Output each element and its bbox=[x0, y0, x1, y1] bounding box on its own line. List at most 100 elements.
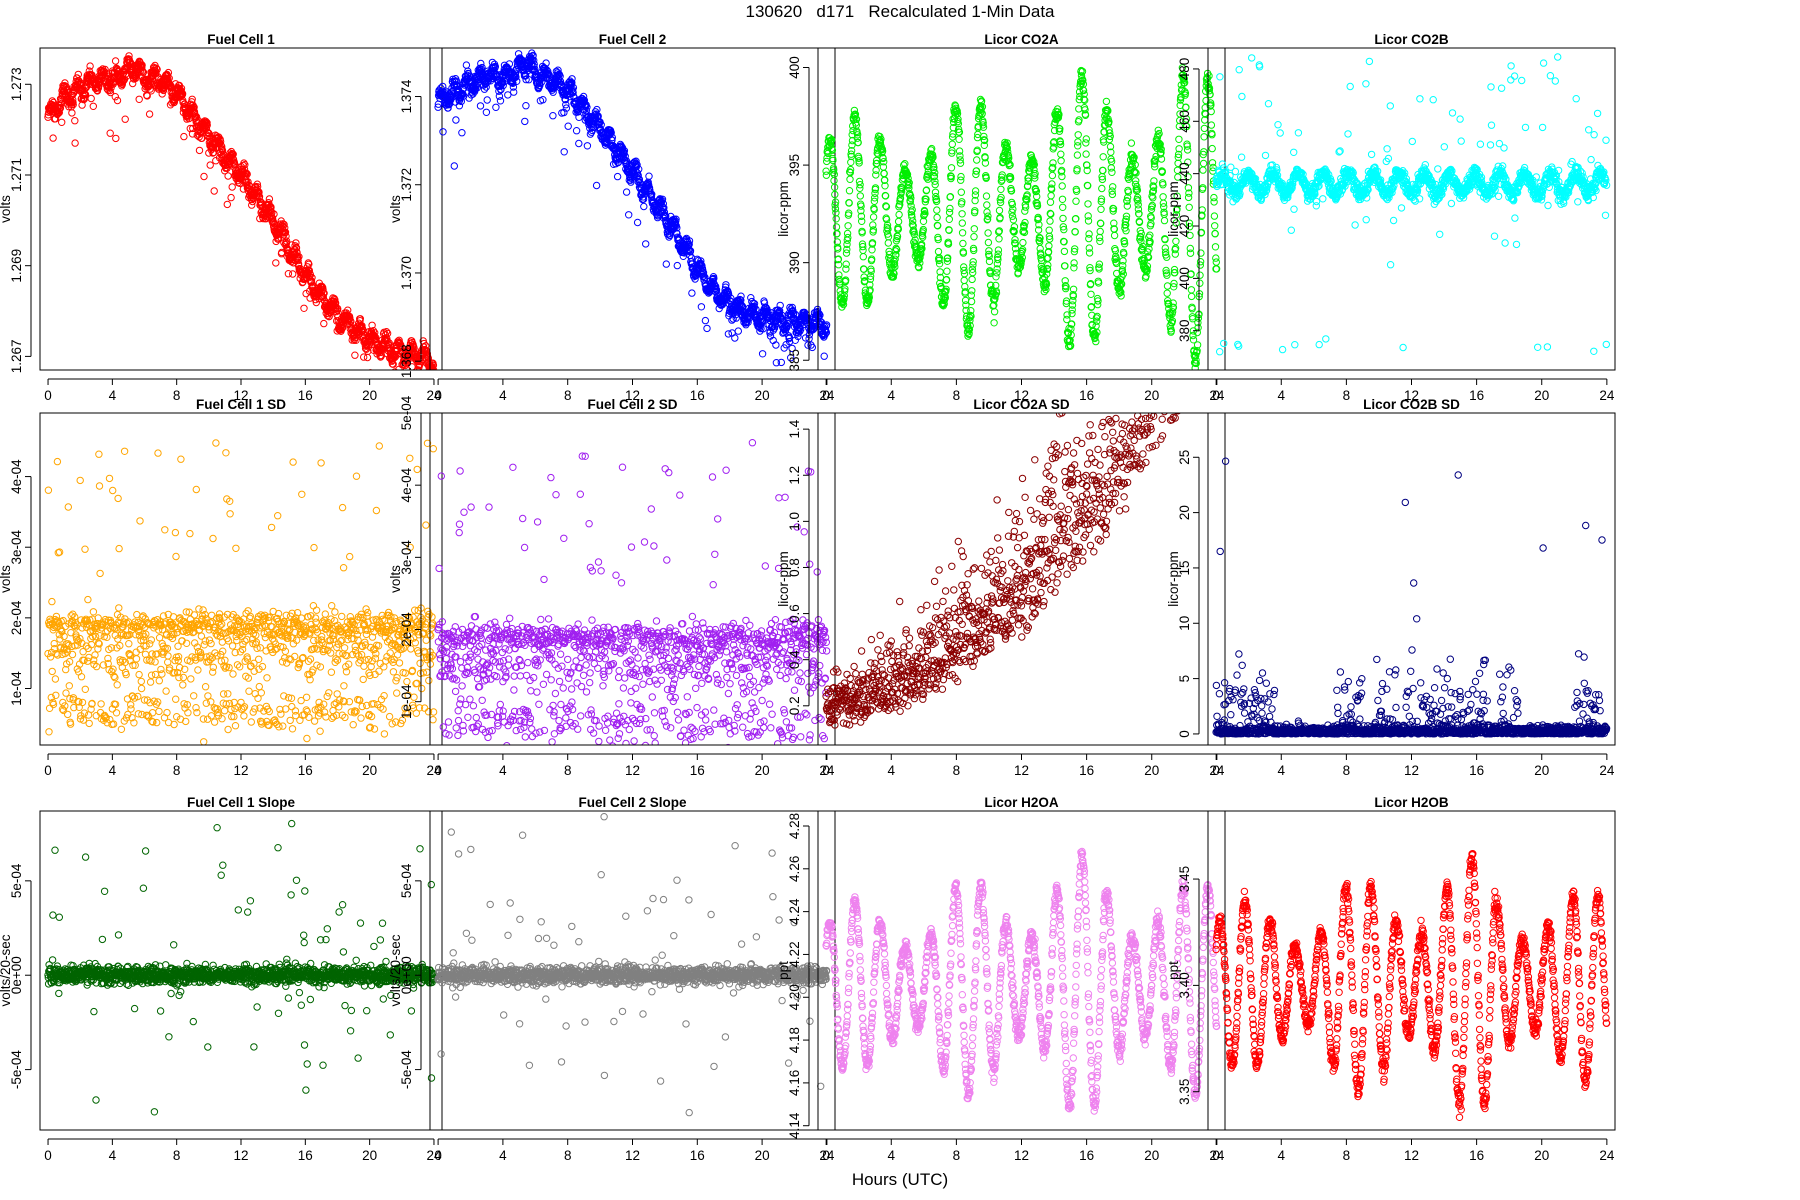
data-point bbox=[569, 88, 577, 97]
data-point bbox=[841, 285, 849, 293]
data-point bbox=[49, 134, 57, 142]
x-tick-label: 24 bbox=[426, 388, 442, 403]
data-point bbox=[331, 296, 339, 304]
data-point bbox=[530, 60, 538, 68]
data-point bbox=[831, 198, 840, 206]
data-point bbox=[846, 175, 854, 184]
data-point bbox=[1315, 340, 1323, 349]
data-point bbox=[1070, 259, 1078, 267]
x-tick-label: 16 bbox=[1079, 388, 1094, 403]
data-point bbox=[997, 185, 1005, 194]
data-point bbox=[1237, 153, 1246, 161]
data-point bbox=[1200, 124, 1209, 133]
data-point bbox=[356, 315, 364, 323]
data-point bbox=[80, 95, 88, 104]
data-point bbox=[995, 206, 1004, 215]
data-point bbox=[1097, 219, 1105, 228]
data-point bbox=[859, 246, 867, 255]
data-point bbox=[269, 218, 278, 227]
data-point bbox=[880, 169, 888, 178]
data-point bbox=[78, 101, 86, 109]
data-point bbox=[145, 110, 154, 118]
data-point bbox=[1084, 217, 1093, 225]
data-point bbox=[319, 286, 327, 294]
data-point bbox=[734, 327, 742, 335]
data-point bbox=[255, 188, 263, 196]
data-point bbox=[754, 323, 763, 331]
data-point bbox=[1127, 139, 1136, 147]
data-point bbox=[658, 195, 667, 204]
data-point bbox=[934, 222, 942, 230]
data-point bbox=[881, 192, 890, 200]
data-point bbox=[752, 305, 760, 313]
data-point bbox=[1216, 348, 1224, 356]
data-point bbox=[272, 259, 280, 267]
data-point bbox=[1248, 54, 1256, 62]
data-point bbox=[698, 261, 706, 270]
y-tick-label: 1.368 bbox=[399, 344, 414, 378]
data-point bbox=[844, 222, 852, 230]
data-point bbox=[1096, 237, 1104, 246]
data-point bbox=[159, 86, 168, 95]
data-point bbox=[1019, 238, 1027, 247]
data-point bbox=[398, 390, 404, 396]
data-point bbox=[1046, 198, 1055, 206]
data-point bbox=[87, 94, 95, 103]
data-point bbox=[830, 166, 838, 174]
data-point bbox=[521, 117, 529, 126]
data-point bbox=[1082, 135, 1091, 143]
y-tick-label: 1.267 bbox=[9, 339, 24, 373]
data-point bbox=[69, 100, 77, 109]
data-point bbox=[1346, 82, 1354, 91]
data-point bbox=[1082, 150, 1090, 158]
x-tick-label: 0 bbox=[44, 388, 52, 403]
data-point bbox=[1290, 205, 1298, 213]
y-axis-label: volts bbox=[388, 195, 403, 223]
data-point bbox=[688, 289, 696, 297]
data-point bbox=[522, 75, 530, 84]
data-point bbox=[829, 156, 837, 165]
data-point bbox=[1045, 226, 1053, 234]
data-point bbox=[1084, 200, 1092, 208]
data-point bbox=[203, 119, 211, 127]
data-point bbox=[491, 62, 499, 71]
y-tick-label: 1.372 bbox=[399, 168, 414, 202]
y-tick-label: 1.374 bbox=[399, 79, 414, 113]
data-point bbox=[983, 201, 991, 209]
data-point bbox=[89, 102, 98, 111]
data-point bbox=[531, 65, 539, 74]
data-point bbox=[1235, 66, 1243, 74]
data-point bbox=[146, 85, 154, 93]
data-point bbox=[832, 215, 840, 223]
data-point bbox=[1367, 150, 1376, 159]
data-point bbox=[564, 122, 572, 130]
data-point bbox=[68, 109, 76, 117]
data-point bbox=[422, 342, 430, 350]
data-point bbox=[895, 210, 903, 219]
data-point bbox=[994, 246, 1003, 254]
data-point bbox=[703, 324, 711, 333]
data-point bbox=[143, 92, 151, 100]
panel-fc2: Fuel Cell 20 4 8 12 16 20 241.3681.3701.3721.3… bbox=[388, 32, 836, 403]
data-point bbox=[439, 128, 447, 136]
data-point bbox=[253, 183, 262, 191]
data-point bbox=[701, 316, 710, 325]
data-point bbox=[1163, 282, 1172, 290]
data-point bbox=[686, 247, 695, 255]
data-points bbox=[1212, 53, 1611, 356]
data-point bbox=[1207, 121, 1216, 129]
data-point bbox=[61, 79, 69, 87]
data-points bbox=[44, 52, 438, 396]
data-point bbox=[434, 103, 442, 111]
data-point bbox=[700, 276, 708, 284]
data-point bbox=[203, 121, 211, 130]
data-point bbox=[1047, 192, 1055, 200]
data-point bbox=[632, 157, 640, 165]
data-point bbox=[477, 59, 485, 68]
data-point bbox=[699, 269, 708, 277]
data-point bbox=[1096, 227, 1104, 236]
data-point bbox=[784, 319, 792, 327]
data-point bbox=[459, 85, 467, 93]
data-point bbox=[845, 187, 854, 195]
data-point bbox=[776, 301, 784, 310]
